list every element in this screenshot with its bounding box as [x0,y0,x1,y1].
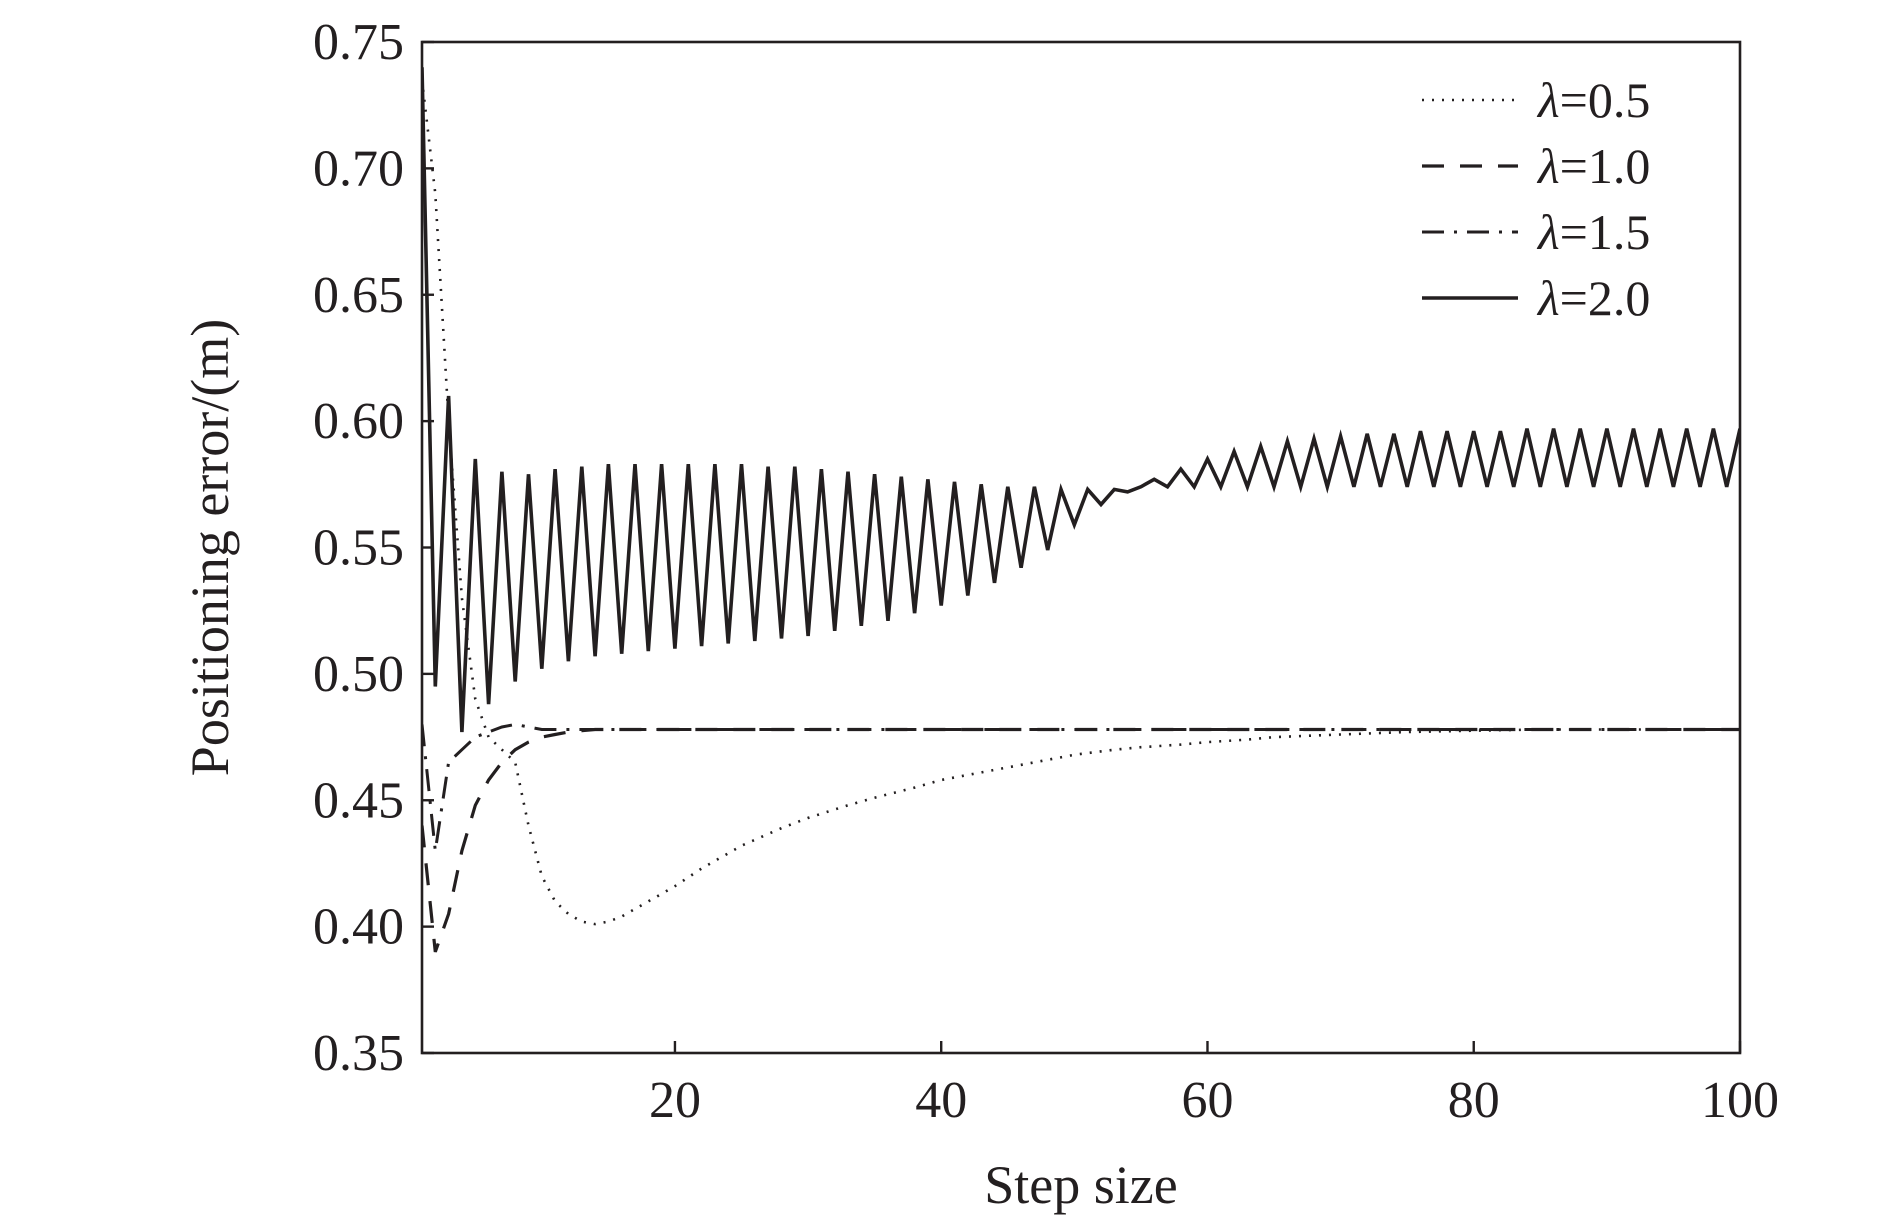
series-line-4 [422,67,1740,733]
legend-lambda-symbol: λ [1536,138,1560,194]
y-tick-label: 0.45 [313,772,404,829]
legend-lambda-symbol: λ [1536,204,1560,260]
y-tick-label: 0.60 [313,393,404,450]
x-tick-label: 100 [1701,1072,1779,1129]
y-tick-label: 0.50 [313,646,404,703]
legend-value: =1.5 [1560,204,1651,260]
legend-label: λ=1.5 [1536,204,1650,260]
legend-entry: λ=2.0 [1422,270,1650,326]
series-layer [422,67,1740,953]
legend-value: =1.0 [1560,138,1651,194]
legend-lambda-symbol: λ [1536,270,1560,326]
x-tick-label: 60 [1181,1072,1233,1129]
series-line-3 [422,722,1740,852]
legend: λ=0.5λ=1.0λ=1.5λ=2.0 [1422,72,1650,326]
x-tick-label: 80 [1448,1072,1500,1129]
legend-value: =0.5 [1560,72,1651,128]
legend-label: λ=1.0 [1536,138,1650,194]
x-axis-title: Step size [984,1155,1177,1215]
y-tick-label: 0.70 [313,140,404,197]
x-tick-label: 40 [915,1072,967,1129]
legend-lambda-symbol: λ [1536,72,1560,128]
series-line-1 [422,79,1740,926]
y-axis-title: Positioning error/(m) [180,319,240,776]
y-tick-label: 0.40 [313,899,404,956]
legend-entry: λ=1.0 [1422,138,1650,194]
x-tick-label: 20 [649,1072,701,1129]
legend-label: λ=0.5 [1536,72,1650,128]
legend-entry: λ=0.5 [1422,72,1650,128]
legend-value: =2.0 [1560,270,1651,326]
legend-label: λ=2.0 [1536,270,1650,326]
y-tick-label: 0.65 [313,267,404,324]
y-tick-label: 0.55 [313,520,404,577]
legend-entry: λ=1.5 [1422,204,1650,260]
y-tick-label: 0.35 [313,1025,404,1082]
y-tick-label: 0.75 [313,14,404,71]
ticks-layer: 0.35 0.40 0.45 0.50 0.55 0.60 0.65 0.70 0.75 20 40… [313,14,1779,1129]
